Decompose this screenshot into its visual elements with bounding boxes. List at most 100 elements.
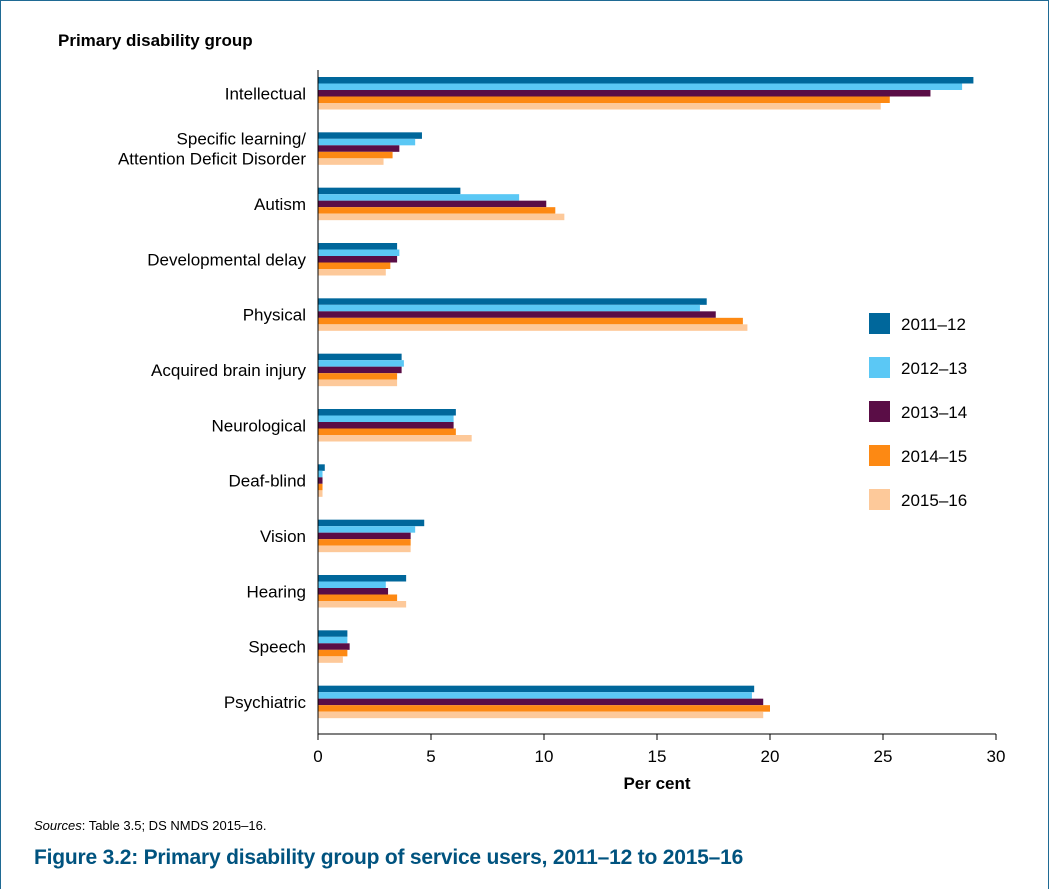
- category-label-10: Speech: [248, 638, 306, 657]
- bar-2-1: [318, 194, 520, 201]
- bar-9-3: [318, 594, 398, 601]
- group-axis-heading: Primary disability group: [58, 31, 253, 50]
- bar-2-0: [318, 187, 461, 195]
- category-label-line: Intellectual: [225, 84, 306, 103]
- bar-6-2: [318, 422, 454, 429]
- legend-label-4: 2015–16: [901, 491, 967, 510]
- bar-6-0: [318, 409, 456, 416]
- legend-label-2: 2013–14: [901, 403, 967, 422]
- bar-2-4: [318, 213, 565, 221]
- bar-11-3: [318, 705, 770, 712]
- category-label-line: Hearing: [246, 582, 306, 601]
- bar-1-4: [318, 158, 384, 165]
- bar-5-4: [318, 379, 398, 387]
- bar-9-4: [318, 601, 407, 608]
- category-label-line: Specific learning/: [177, 130, 307, 149]
- category-label-line: Neurological: [212, 416, 307, 435]
- bar-6-4: [318, 435, 472, 442]
- legend-swatch-3: [869, 445, 890, 466]
- bar-10-0: [318, 630, 348, 637]
- bar-1-1: [318, 138, 416, 146]
- legend-swatch-0: [869, 313, 890, 334]
- legend-label-1: 2012–13: [901, 359, 967, 378]
- bar-9-1: [318, 581, 386, 588]
- bar-8-0: [318, 519, 425, 527]
- bar-8-3: [318, 539, 411, 546]
- bar-5-0: [318, 353, 402, 361]
- category-label-1: Specific learning/Attention Deficit Diso…: [118, 130, 306, 169]
- category-label-9: Hearing: [246, 582, 306, 601]
- source-note: Sources: Table 3.5; DS NMDS 2015–16.: [34, 818, 266, 833]
- bar-3-2: [318, 256, 398, 263]
- bar-4-2: [318, 311, 716, 318]
- bar-1-2: [318, 145, 400, 152]
- bar-3-0: [318, 243, 398, 250]
- bar-11-0: [318, 685, 755, 693]
- category-label-line: Physical: [243, 306, 306, 325]
- bar-1-0: [318, 132, 422, 139]
- bar-2-3: [318, 207, 556, 214]
- category-label-line: Developmental delay: [147, 250, 306, 269]
- x-tick-label-4: 20: [761, 747, 780, 766]
- bar-6-1: [318, 415, 454, 422]
- bar-1-3: [318, 151, 393, 159]
- category-label-line: Acquired brain injury: [151, 361, 306, 380]
- bar-10-1: [318, 636, 348, 644]
- category-label-line: Psychiatric: [224, 693, 307, 712]
- bar-11-2: [318, 698, 764, 706]
- x-tick-label-1: 5: [426, 747, 435, 766]
- bar-2-2: [318, 200, 547, 208]
- bar-8-1: [318, 526, 416, 533]
- bar-7-2: [318, 477, 323, 484]
- x-tick-label-5: 25: [874, 747, 893, 766]
- category-label-8: Vision: [260, 527, 306, 546]
- bar-10-4: [318, 656, 343, 663]
- category-label-line: Autism: [254, 195, 306, 214]
- bar-6-3: [318, 428, 456, 435]
- legend-swatch-4: [869, 489, 890, 510]
- category-label-line: Vision: [260, 527, 306, 546]
- bar-0-0: [318, 77, 974, 84]
- bar-4-0: [318, 298, 707, 305]
- bar-7-0: [318, 464, 325, 471]
- bar-11-1: [318, 692, 752, 699]
- x-axis-title: Per cent: [623, 774, 690, 793]
- bar-7-1: [318, 470, 323, 478]
- bar-5-1: [318, 360, 404, 367]
- x-tick-label-0: 0: [313, 747, 322, 766]
- bar-5-2: [318, 366, 402, 374]
- category-label-0: Intellectual: [225, 84, 306, 103]
- figure-caption: Figure 3.2: Primary disability group of …: [34, 846, 744, 869]
- bar-5-3: [318, 373, 398, 380]
- bar-10-2: [318, 643, 350, 650]
- x-tick-label-3: 15: [648, 747, 667, 766]
- bar-0-1: [318, 83, 963, 90]
- bar-4-1: [318, 304, 700, 312]
- bar-7-4: [318, 490, 323, 497]
- category-label-4: Physical: [243, 306, 306, 325]
- source-prefix: Sources: [34, 818, 82, 833]
- category-label-line: Speech: [248, 638, 306, 657]
- legend-label-3: 2014–15: [901, 447, 967, 466]
- bar-3-1: [318, 249, 400, 256]
- category-label-line: Deaf-blind: [229, 472, 307, 491]
- bar-9-0: [318, 575, 407, 582]
- legend-label-0: 2011–12: [901, 315, 966, 334]
- bar-9-2: [318, 588, 389, 595]
- source-text: : Table 3.5; DS NMDS 2015–16.: [81, 818, 267, 833]
- bar-11-4: [318, 711, 764, 719]
- bar-3-3: [318, 262, 391, 269]
- bar-3-4: [318, 269, 386, 276]
- bar-8-4: [318, 545, 411, 553]
- bar-7-3: [318, 483, 323, 491]
- x-tick-label-6: 30: [987, 747, 1006, 766]
- bar-4-3: [318, 317, 743, 325]
- bar-8-2: [318, 532, 411, 540]
- category-label-line: Attention Deficit Disorder: [118, 150, 306, 169]
- legend-swatch-2: [869, 401, 890, 422]
- bar-0-2: [318, 90, 931, 97]
- category-label-2: Autism: [254, 195, 306, 214]
- category-label-6: Neurological: [212, 416, 307, 435]
- bar-4-4: [318, 324, 748, 331]
